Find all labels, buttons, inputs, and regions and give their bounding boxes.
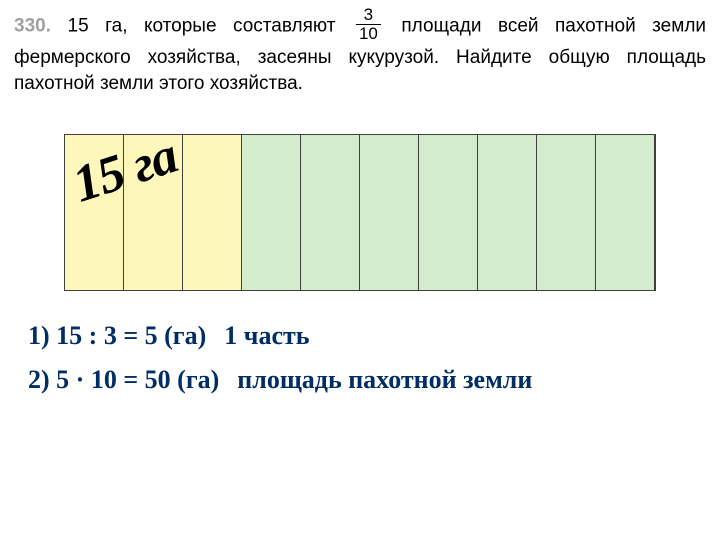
fraction: 3 10 [356,6,381,43]
bar-diagram: 15 га [64,134,656,291]
solution-line: 2) 5 · 10 = 50 (га) площадь пахотной земл… [28,365,692,395]
problem-number: 330. [14,15,51,36]
solution-block: 1) 15 : 3 = 5 (га) 1 часть 2) 5 · 10 = 50 … [0,291,720,395]
solution-line: 1) 15 : 3 = 5 (га) 1 часть [28,321,692,351]
solution-expression: 5 · 10 = 50 (га) [56,365,219,395]
diagram-cell [537,135,596,290]
diagram-cell [301,135,360,290]
problem-text-before: 15 га, которые составляют [68,15,336,36]
solution-description: 1 часть [224,321,309,351]
diagram-cell [419,135,478,290]
diagram-cell [183,135,242,290]
solution-step-number: 2) [28,365,56,394]
solution-expression: 15 : 3 = 5 (га) [56,321,206,351]
solution-description: площадь пахотной земли [237,365,532,395]
problem-statement: 330. 15 га, которые составляют 3 10 площ… [0,0,720,98]
diagram-cell [242,135,301,290]
fraction-denominator: 10 [356,25,381,43]
diagram-cell [360,135,419,290]
fraction-numerator: 3 [356,6,381,25]
solution-step-number: 1) [28,321,56,350]
diagram-cell [596,135,655,290]
diagram-cell [478,135,537,290]
